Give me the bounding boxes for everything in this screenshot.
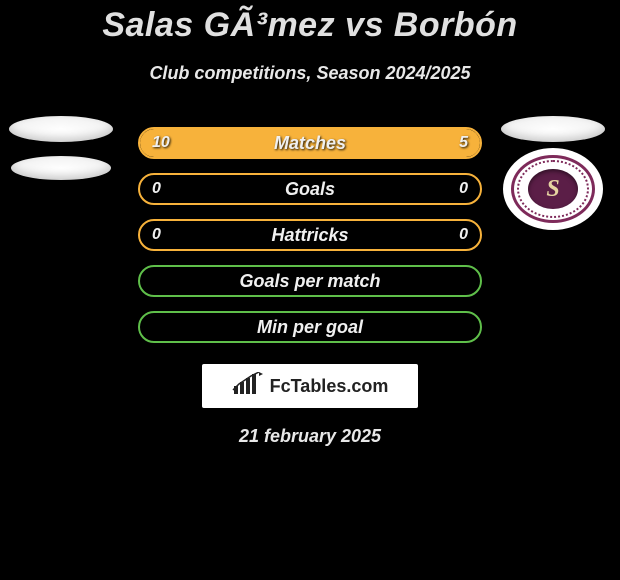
- stat-value-right: 5: [459, 134, 468, 152]
- stat-row-right-cell: [492, 214, 602, 256]
- branding-chart-icon: [232, 372, 264, 401]
- stat-row-right-cell: [492, 306, 602, 348]
- stat-bar-matches: 10 Matches 5: [138, 127, 482, 159]
- stat-bar-goals: 0 Goals 0: [138, 173, 482, 205]
- branding-link[interactable]: FcTables.com: [202, 364, 418, 408]
- stat-value-left: 0: [152, 226, 161, 244]
- stat-bar-min-per-goal: Min per goal: [138, 311, 482, 343]
- stat-label: Goals: [285, 179, 335, 200]
- stat-label: Hattricks: [271, 225, 348, 246]
- stat-bar-goals-per-match: Goals per match: [138, 265, 482, 297]
- stat-row-right-cell: [492, 260, 602, 302]
- stat-value-left: 0: [152, 180, 161, 198]
- stat-value-left: 10: [152, 134, 170, 152]
- comparison-subtitle: Club competitions, Season 2024/2025: [0, 63, 620, 84]
- stat-bar-hattricks: 0 Hattricks 0: [138, 219, 482, 251]
- footer-date: 21 february 2025: [0, 426, 620, 447]
- comparison-title: Salas GÃ³mez vs Borbón: [0, 0, 620, 45]
- stat-row-hattricks: 0 Hattricks 0: [0, 212, 620, 258]
- stat-row-goals: 0 Goals 0: [0, 166, 620, 212]
- stat-value-right: 0: [459, 226, 468, 244]
- stat-value-right: 0: [459, 180, 468, 198]
- stat-row-left-cell: [18, 122, 128, 164]
- stat-row-right-cell: [492, 122, 602, 164]
- stat-row-left-cell: [18, 306, 128, 348]
- stat-row-right-cell: [492, 168, 602, 210]
- stat-row-left-cell: [18, 260, 128, 302]
- branding-text: FcTables.com: [270, 376, 389, 397]
- stat-label: Goals per match: [239, 271, 380, 292]
- stat-row-matches: 10 Matches 5: [0, 120, 620, 166]
- stat-row-min-per-goal: Min per goal: [0, 304, 620, 350]
- comparison-content: S 10 Matches 5 0 Goals 0: [0, 120, 620, 447]
- stat-row-goals-per-match: Goals per match: [0, 258, 620, 304]
- stat-label: Min per goal: [257, 317, 363, 338]
- stat-row-left-cell: [18, 214, 128, 256]
- stat-label: Matches: [274, 133, 346, 154]
- stat-row-left-cell: [18, 168, 128, 210]
